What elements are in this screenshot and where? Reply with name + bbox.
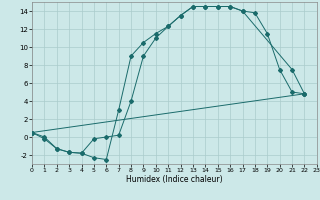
X-axis label: Humidex (Indice chaleur): Humidex (Indice chaleur) <box>126 175 223 184</box>
